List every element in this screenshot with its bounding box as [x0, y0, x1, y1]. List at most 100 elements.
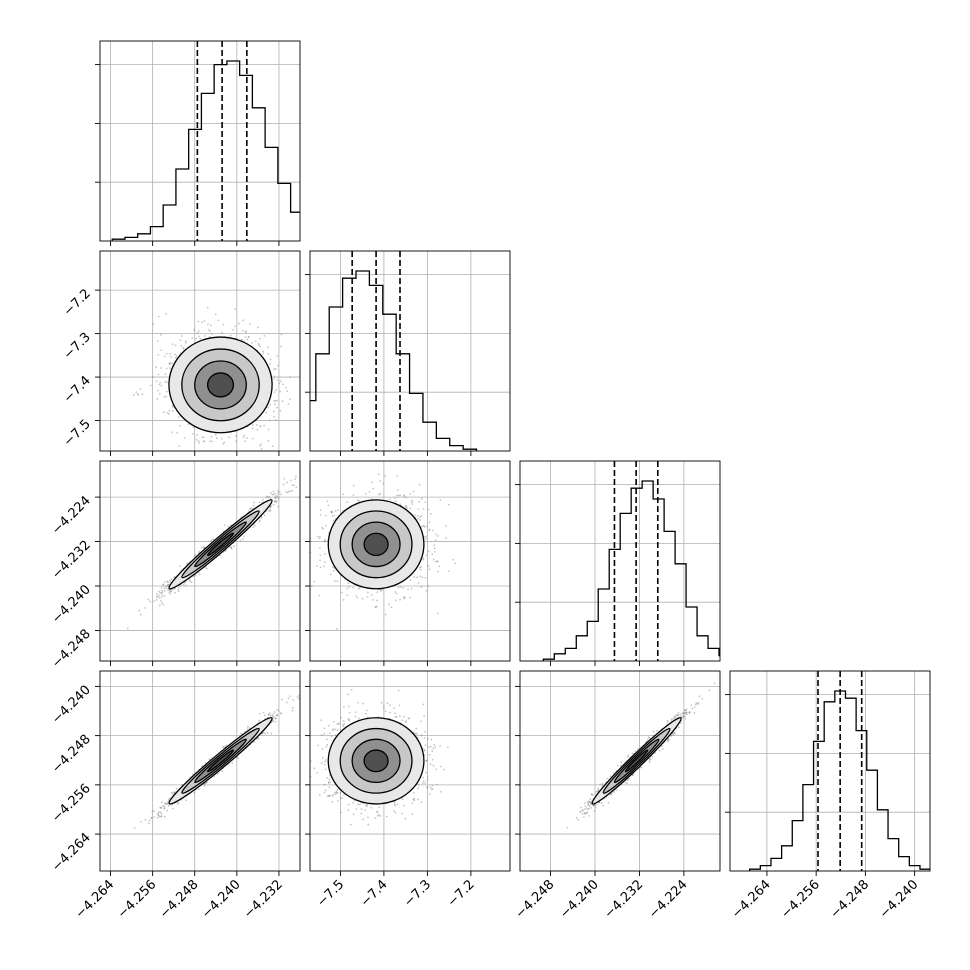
scatter-point	[274, 492, 277, 495]
scatter-point	[185, 584, 188, 587]
scatter-point	[162, 411, 165, 414]
scatter-point	[420, 565, 422, 568]
scatter-point	[274, 400, 277, 402]
scatter-point	[271, 445, 274, 447]
y-tick-label: −7.5	[61, 417, 94, 450]
scatter-point	[323, 565, 325, 568]
scatter-point	[209, 324, 212, 327]
scatter-point	[445, 537, 448, 540]
scatter-point	[346, 587, 349, 590]
scatter-point	[436, 535, 439, 537]
scatter-point	[174, 591, 177, 594]
scatter-point	[319, 514, 322, 516]
scatter-point	[217, 319, 220, 322]
scatter-point	[170, 578, 173, 581]
scatter-point	[224, 549, 227, 552]
scatter-point	[211, 332, 214, 335]
scatter-point	[379, 480, 382, 482]
scatter-point	[159, 591, 162, 594]
scatter-point	[432, 529, 434, 532]
scatter-point	[241, 338, 244, 341]
scatter-point	[276, 492, 279, 495]
scatter-point	[346, 501, 349, 504]
scatter-point	[352, 484, 355, 487]
scatter-point	[170, 590, 173, 593]
scatter-point	[161, 583, 164, 586]
scatter-point	[177, 586, 180, 589]
scatter-point	[277, 364, 280, 367]
scatter-point	[261, 498, 264, 501]
scatter-point	[234, 308, 237, 311]
scatter-point	[433, 550, 436, 553]
scatter-point	[242, 319, 245, 322]
scatter-point	[174, 356, 177, 359]
scatter-point	[409, 492, 412, 495]
scatter-point	[413, 513, 416, 516]
scatter-point	[196, 433, 198, 436]
scatter-point	[437, 612, 439, 615]
scatter-point	[333, 580, 336, 583]
scatter-point	[323, 538, 326, 541]
scatter-point	[157, 315, 160, 318]
scatter-point	[156, 398, 159, 400]
scatter-point	[212, 538, 215, 541]
scatter-point	[192, 426, 195, 429]
scatter-point	[210, 435, 213, 438]
scatter-point	[327, 504, 330, 507]
scatter-point	[436, 560, 438, 562]
scatter-point	[282, 383, 284, 386]
scatter-point	[384, 613, 387, 616]
scatter-point	[412, 490, 415, 493]
scatter-point	[161, 591, 164, 594]
scatter-point	[331, 510, 333, 513]
scatter-point	[201, 321, 204, 324]
scatter-point	[215, 437, 218, 440]
scatter-point	[263, 514, 266, 517]
scatter-point	[156, 595, 159, 598]
scatter-point	[279, 380, 282, 383]
scatter-point	[176, 431, 179, 434]
scatter-point	[156, 593, 158, 595]
scatter-point	[424, 576, 427, 579]
scatter-point	[171, 343, 174, 346]
scatter-point	[395, 592, 398, 595]
scatter-point	[174, 353, 176, 356]
scatter-point	[163, 475, 165, 477]
scatter-point	[157, 389, 159, 392]
scatter-point	[155, 599, 158, 601]
scatter-point	[220, 437, 223, 440]
scatter-point	[198, 573, 201, 576]
scatter-point	[269, 404, 272, 407]
scatter-point	[305, 563, 307, 565]
scatter-point	[277, 489, 279, 492]
scatter-point	[149, 384, 152, 387]
scatter-point	[411, 503, 414, 505]
scatter-point	[269, 497, 272, 500]
scatter-point	[368, 491, 371, 493]
scatter-point	[157, 353, 160, 356]
scatter-point	[160, 333, 162, 336]
scatter-point	[316, 565, 318, 567]
scatter-point	[419, 575, 422, 578]
scatter-point	[356, 596, 359, 599]
scatter-point	[326, 500, 329, 503]
scatter-point	[281, 400, 284, 403]
scatter-point	[167, 583, 170, 586]
scatter-point	[307, 475, 309, 477]
scatter-point	[394, 591, 396, 593]
scatter-point	[267, 495, 270, 498]
scatter-point	[155, 380, 158, 383]
density-fill	[364, 533, 389, 556]
scatter-point	[403, 596, 405, 599]
scatter-point	[324, 540, 326, 543]
scatter-point	[242, 436, 245, 439]
scatter-point	[352, 494, 355, 496]
scatter-point	[274, 419, 277, 421]
scatter-point	[409, 596, 411, 599]
scatter-point	[160, 384, 163, 387]
scatter-point	[399, 494, 402, 497]
scatter-point	[452, 558, 454, 561]
density-fill	[207, 372, 234, 397]
scatter-point	[425, 589, 428, 592]
